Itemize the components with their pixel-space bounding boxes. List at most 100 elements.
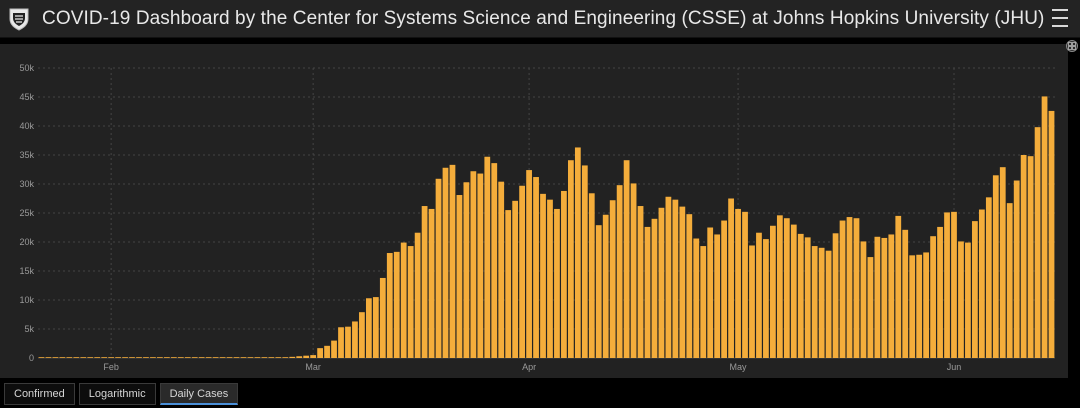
chart-bar [707, 227, 714, 358]
chart-bar [888, 234, 895, 358]
chart-bar [414, 232, 421, 358]
chart-bar [916, 254, 923, 358]
chart-bar [867, 257, 874, 358]
chart-bar [184, 357, 191, 358]
chart-bar [651, 218, 658, 358]
chart-bar [972, 221, 978, 358]
chart-bar [846, 217, 853, 358]
chart-bar [874, 236, 881, 358]
jhu-shield-logo [6, 6, 32, 32]
chart-bar [783, 218, 790, 358]
x-tick-label: Apr [522, 362, 536, 372]
chart-bar [561, 190, 567, 358]
chart-bar [526, 170, 532, 358]
chart-bar [665, 196, 672, 358]
chart-bar [644, 226, 651, 358]
chart-bar [567, 160, 574, 358]
chart-bar [38, 357, 45, 358]
chart-bar [247, 357, 254, 358]
daily-cases-bar-chart: 0 5k 10k 15k 20k 25k 30k 35k 40k 45k 50k Feb Mar Apr M… [19, 63, 1055, 372]
chart-bar [595, 225, 602, 358]
chart-bar [45, 357, 52, 358]
y-tick-label: 5k [24, 324, 34, 334]
x-tick-label: May [730, 362, 748, 372]
chart-bar [776, 215, 783, 358]
chart-tab-bar: Confirmed Logarithmic Daily Cases [0, 380, 1080, 408]
y-tick-label: 50k [19, 63, 34, 73]
x-tick-label: Mar [305, 362, 321, 372]
chart-bar [407, 246, 414, 358]
chart-bar [157, 357, 163, 358]
chart-bar [749, 245, 755, 358]
chart-bar [965, 242, 971, 358]
chart-bar [136, 357, 142, 358]
chart-bar [442, 167, 449, 358]
chart-bar [630, 183, 637, 358]
chart-bar [94, 357, 101, 358]
chart-bar [811, 246, 818, 358]
chart-bar [944, 212, 950, 358]
chart-bar [352, 321, 358, 358]
chart-bar [818, 247, 825, 358]
chart-bar [853, 218, 860, 358]
chart-bar [296, 356, 303, 358]
hamburger-menu-icon[interactable] [1052, 9, 1068, 27]
chart-bar [449, 164, 456, 358]
chart-bar [1048, 110, 1055, 358]
chart-bar [191, 357, 198, 358]
chart-bar [756, 232, 762, 358]
expand-panel-icon[interactable] [1066, 40, 1078, 52]
chart-bar [435, 178, 442, 358]
chart-bar [790, 224, 797, 358]
chart-bar [519, 185, 526, 358]
chart-bar [386, 253, 393, 358]
chart-bar [616, 185, 623, 358]
chart-bar [742, 211, 748, 358]
chart-bar [512, 200, 519, 358]
chart-bar [470, 171, 477, 358]
chart-bar [345, 326, 351, 358]
chart-bar [735, 208, 741, 358]
chart-bar [317, 348, 323, 358]
chart-bar [421, 206, 428, 358]
chart-bar [547, 199, 553, 358]
chart-bar [923, 252, 930, 358]
chart-bar [602, 214, 609, 358]
chart-bar [359, 312, 365, 358]
chart-bar [554, 208, 560, 358]
chart-bar [261, 357, 268, 358]
daily-cases-chart-panel: 0 5k 10k 15k 20k 25k 30k 35k 40k 45k 50k Feb Mar Apr M… [0, 44, 1068, 378]
chart-bar [331, 340, 337, 358]
chart-bar [588, 193, 595, 358]
y-tick-label: 20k [19, 237, 34, 247]
chart-bar [609, 200, 616, 358]
chart-bar [240, 357, 247, 358]
chart-bar [150, 357, 156, 358]
chart-bar [839, 220, 846, 358]
chart-bar [456, 195, 463, 358]
chart-bar [268, 357, 275, 358]
x-tick-label: Feb [103, 362, 119, 372]
tab-daily-cases[interactable]: Daily Cases [159, 383, 239, 405]
chart-bar [860, 241, 867, 358]
chart-bar [372, 297, 379, 358]
chart-bar [484, 156, 491, 358]
chart-bar [881, 237, 888, 358]
chart-bar [491, 163, 498, 358]
chart-bar [365, 298, 372, 358]
chart-bar [895, 215, 902, 358]
chart-bar [658, 207, 665, 358]
tab-logarithmic[interactable]: Logarithmic [78, 383, 156, 405]
chart-bar [66, 357, 73, 358]
chart-bar [428, 208, 435, 358]
chart-bar [1006, 203, 1013, 358]
chart-bar [902, 229, 909, 358]
chart-bar [282, 357, 289, 358]
chart-bar [909, 255, 916, 358]
chart-bar [379, 277, 386, 358]
chart-bar [177, 357, 184, 358]
chart-bar [623, 160, 630, 358]
y-tick-label: 40k [19, 121, 34, 131]
chart-bar [122, 357, 128, 358]
tab-confirmed[interactable]: Confirmed [4, 383, 75, 405]
